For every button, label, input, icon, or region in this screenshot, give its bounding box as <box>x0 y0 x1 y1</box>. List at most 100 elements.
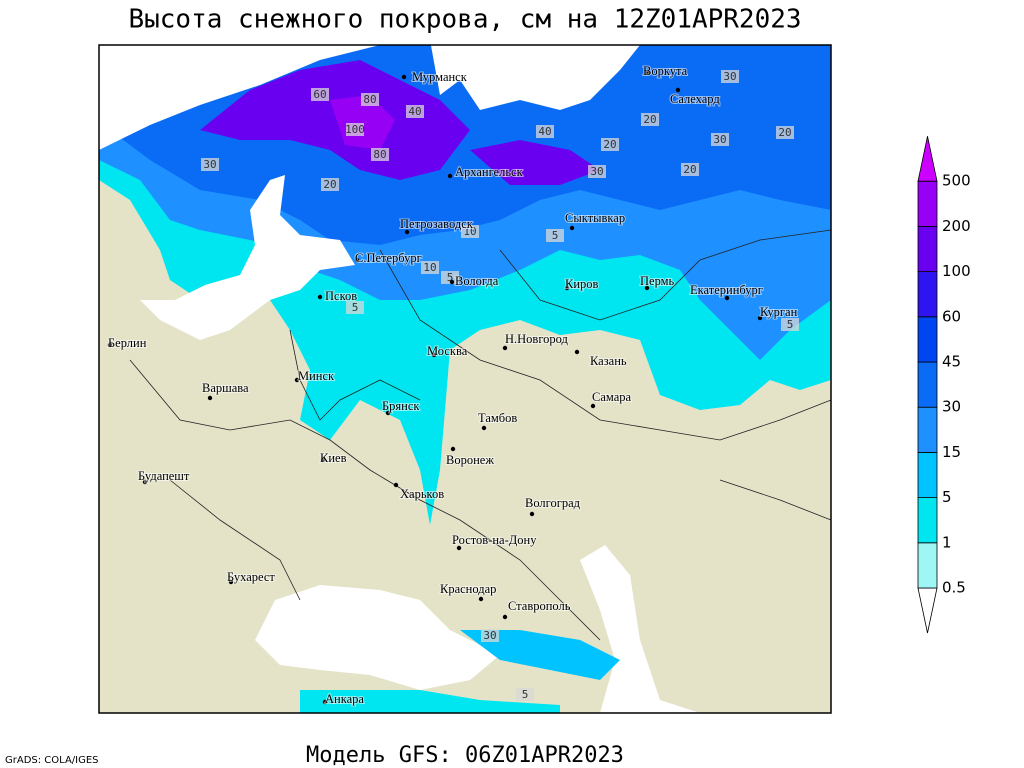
city-dot <box>645 70 651 76</box>
sea <box>255 585 500 690</box>
city-dot <box>207 395 213 401</box>
contour-label-box <box>421 261 439 274</box>
contour-label-box <box>441 271 459 284</box>
city-label: Курган <box>760 305 798 319</box>
contour-label-box <box>461 225 479 238</box>
colorbar-box <box>917 271 938 318</box>
contour-label-box <box>481 629 499 642</box>
city-label: Ставрополь <box>508 599 571 613</box>
city-dot <box>574 349 580 355</box>
contour-label: 5 <box>552 229 559 242</box>
city-label: Воронеж <box>446 453 494 467</box>
colorbar-label: 45 <box>942 353 961 371</box>
sea <box>440 45 640 110</box>
sea <box>99 45 380 150</box>
contour-label-box <box>641 113 659 126</box>
city-dot <box>502 345 508 351</box>
colorbar-box <box>917 180 938 227</box>
city-dot <box>317 294 323 300</box>
city-label: Архангельск <box>455 165 524 179</box>
city-dot <box>644 285 650 291</box>
city-dot <box>481 425 487 431</box>
colorbar-end <box>917 136 938 182</box>
city-label: Краснодар <box>440 582 496 596</box>
colorbar-label: 500 <box>942 172 971 190</box>
sea <box>140 175 355 340</box>
contour-label: 5 <box>787 318 794 331</box>
city-label: Салехард <box>670 92 720 106</box>
contour-label-box <box>681 163 699 176</box>
city-dot <box>724 295 730 301</box>
city-dot <box>590 403 596 409</box>
contour-label: 30 <box>723 70 736 83</box>
city-label: Н.Новгород <box>505 332 569 346</box>
contour-label: 5 <box>352 301 359 314</box>
contour-label-box <box>406 105 424 118</box>
colorbar-box <box>917 542 938 589</box>
city-dot <box>456 545 462 551</box>
contour-label: 40 <box>408 105 421 118</box>
contour-label-box <box>588 165 606 178</box>
snow-purple <box>200 60 470 180</box>
city-dot <box>320 457 326 463</box>
city-label: Сыктывкар <box>565 211 625 225</box>
contour-label: 20 <box>643 113 656 126</box>
contour-label-box <box>346 123 364 136</box>
city-label: Будапешт <box>138 469 190 483</box>
city-dot <box>502 614 508 620</box>
snow-turkey <box>300 690 560 713</box>
city-label: Воркута <box>643 64 688 78</box>
contour-label-box <box>346 301 364 314</box>
contour-label: 80 <box>363 93 376 106</box>
city-dot <box>450 446 456 452</box>
city-label: Харьков <box>400 487 444 501</box>
contour-label-box <box>201 158 219 171</box>
sea <box>580 545 700 713</box>
colorbar-box <box>917 361 938 408</box>
city-label: С.Петербург <box>355 251 422 265</box>
city-label: Псков <box>325 289 357 303</box>
contour-label: 10 <box>423 261 436 274</box>
contour-label-box <box>781 318 799 331</box>
city-label: Берлин <box>108 336 147 350</box>
map-frame <box>98 44 832 714</box>
snow-purple <box>470 140 600 185</box>
contour-label: 30 <box>590 165 603 178</box>
contour-label: 20 <box>323 178 336 191</box>
colorbar-box <box>917 316 938 363</box>
colorbar-label: 100 <box>942 262 971 280</box>
contour-label-box <box>721 70 739 83</box>
snow-caucasus <box>460 630 620 680</box>
contour-label: 100 <box>345 123 365 136</box>
city-dot <box>757 315 763 321</box>
colorbar-box <box>917 406 938 453</box>
contour-label: 30 <box>713 133 726 146</box>
contour-labels: 30 60 80 100 40 80 20 40 20 30 20 30 20 30 20 10 5 10 5 5 5 3… <box>201 70 799 701</box>
city-dot <box>228 579 234 585</box>
contour-label-box <box>516 688 534 701</box>
contour-label: 30 <box>483 629 496 642</box>
city-label: Петрозаводск <box>400 217 474 231</box>
colorbar-label: 15 <box>942 443 961 461</box>
city-dot <box>385 410 391 416</box>
credit: GrADS: COLA/IGES <box>5 755 99 766</box>
colorbar-label: 5 <box>942 488 952 506</box>
contour-label-box <box>361 93 379 106</box>
city-dot <box>529 511 535 517</box>
city-dot <box>354 257 360 263</box>
city-dot <box>107 342 113 348</box>
sea <box>430 40 470 95</box>
contour-label-box <box>601 138 619 151</box>
city-dot <box>564 285 570 291</box>
contour-label-box <box>776 126 794 139</box>
contour-label-box <box>711 133 729 146</box>
city-label: Брянск <box>382 399 420 413</box>
borders <box>129 229 832 641</box>
city-label: Пермь <box>640 274 675 288</box>
city-dot <box>393 482 399 488</box>
city-label: Волгоград <box>525 496 581 510</box>
contour-label-box <box>321 178 339 191</box>
city-label: Казань <box>590 354 627 368</box>
